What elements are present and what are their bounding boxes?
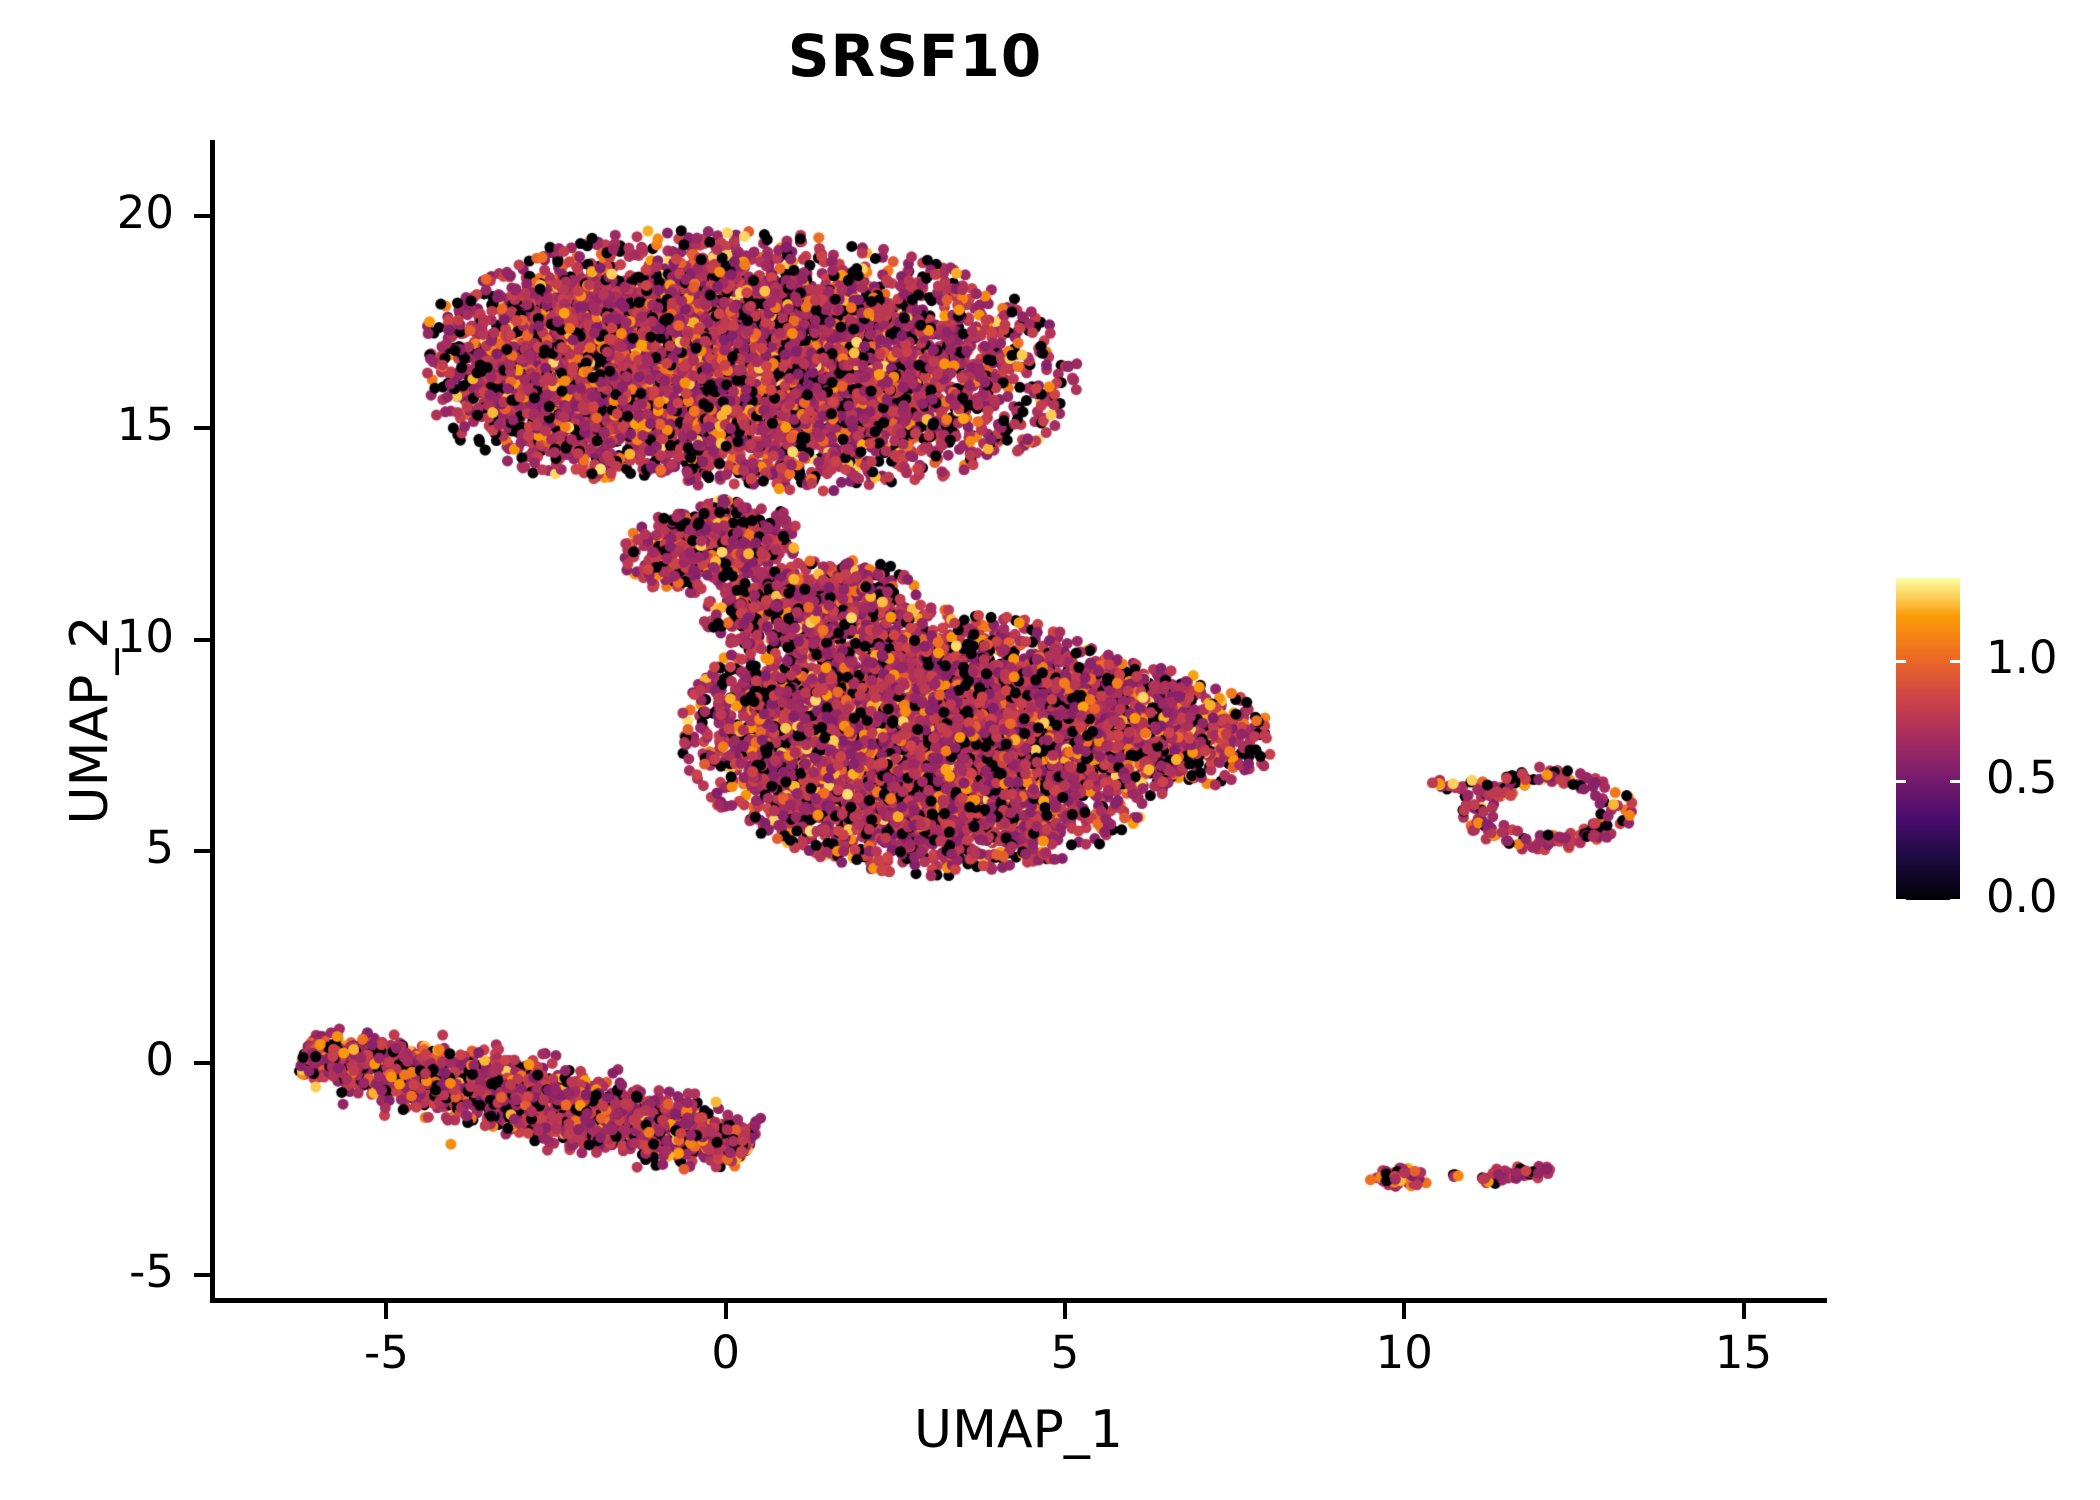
x-tick-label: 15	[1714, 1326, 1773, 1379]
colorbar-tick-mark	[1950, 660, 1960, 664]
colorbar-tick-mark	[1896, 899, 1906, 902]
y-tick-mark	[194, 425, 210, 430]
y-tick-mark	[194, 214, 210, 219]
colorbar-tick-label: 0.0	[1986, 870, 2058, 923]
scatter-canvas	[210, 140, 1825, 1300]
colorbar-tick-mark	[1950, 899, 1960, 902]
colorbar-tick-mark	[1896, 660, 1906, 664]
y-tick-label: 0	[145, 1032, 174, 1086]
y-tick-label: -5	[129, 1244, 174, 1298]
colorbar-tick-mark	[1950, 779, 1960, 783]
x-tick-mark	[384, 1303, 389, 1319]
y-tick-mark	[194, 849, 210, 854]
y-tick-label: 10	[116, 609, 174, 663]
y-axis-label: UMAP_2	[60, 615, 120, 825]
y-tick-mark	[194, 637, 210, 642]
x-tick-label: 0	[711, 1326, 741, 1379]
x-tick-mark	[1741, 1303, 1746, 1319]
colorbar	[1896, 578, 1960, 902]
y-tick-label: 5	[145, 821, 174, 875]
colorbar-tick-mark	[1896, 779, 1906, 783]
x-tick-mark	[1402, 1303, 1407, 1319]
y-tick-label: 20	[116, 186, 174, 240]
x-tick-mark	[1063, 1303, 1067, 1319]
page-title: SRSF10	[787, 22, 1043, 90]
x-axis-label: UMAP_1	[914, 1400, 1123, 1460]
colorbar-tick-label: 1.0	[1986, 631, 2058, 685]
colorbar-gradient	[1896, 578, 1960, 900]
x-tick-label: 10	[1375, 1326, 1433, 1379]
x-tick-label: -5	[363, 1326, 409, 1379]
x-tick-label: 5	[1050, 1326, 1080, 1379]
colorbar-tick-label: 0.5	[1986, 750, 2058, 804]
y-tick-label: 15	[116, 397, 174, 451]
plot-area	[210, 140, 1825, 1300]
x-axis-spine	[210, 1298, 1827, 1303]
y-tick-mark	[194, 1272, 210, 1277]
x-tick-mark	[723, 1303, 728, 1319]
y-tick-mark	[194, 1060, 210, 1065]
